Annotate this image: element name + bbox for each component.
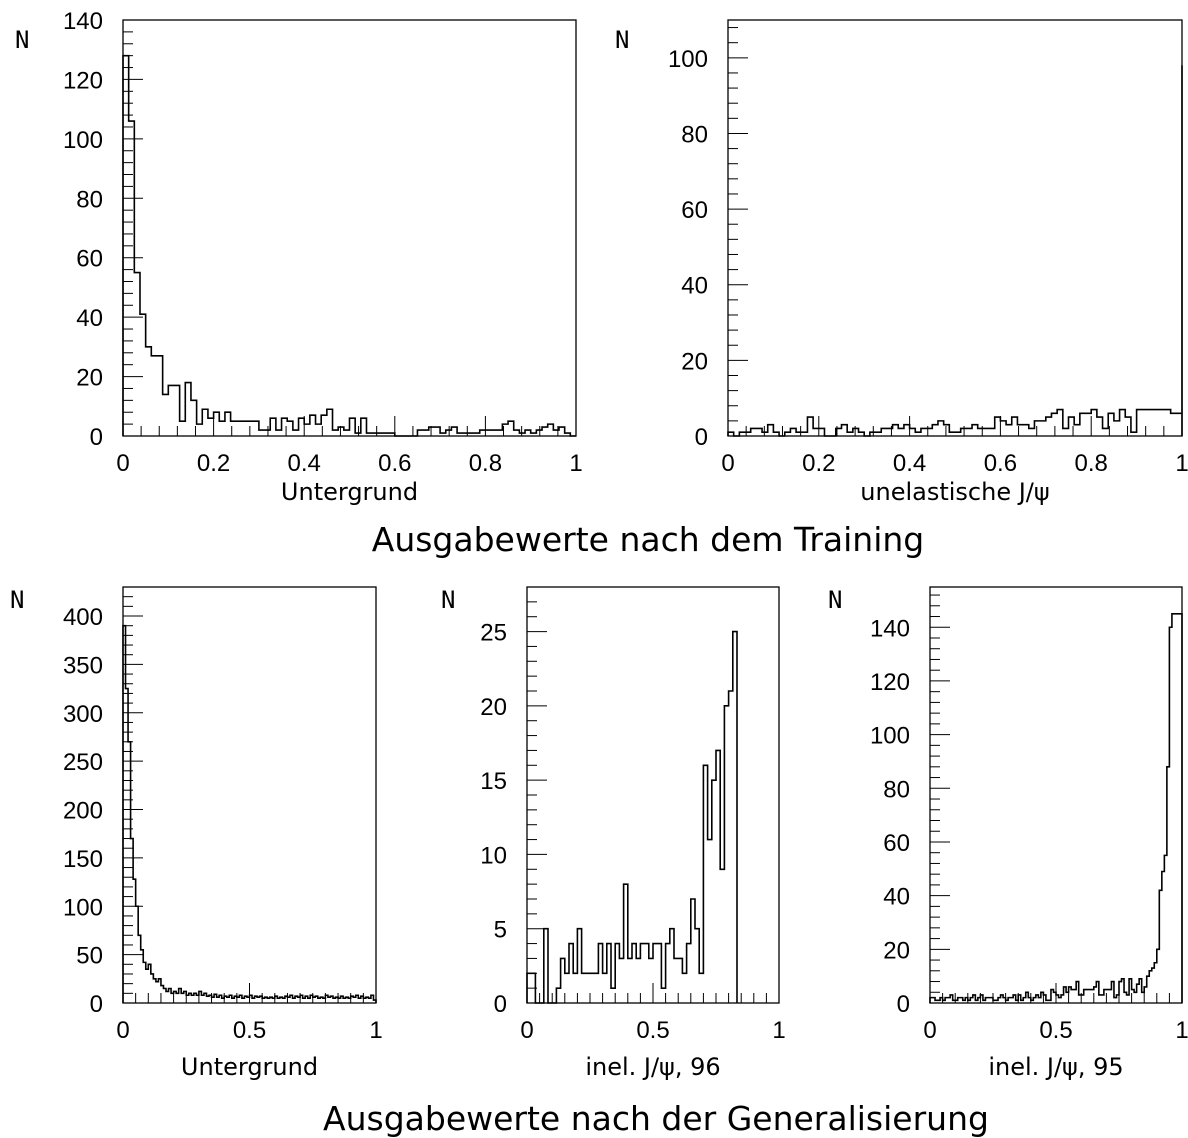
x-tick-label: 0.8 [469,450,502,477]
x-axis-label: Untergrund [281,478,418,506]
x-tick-label: 0 [923,1017,936,1044]
y-axis-label: N [615,26,629,54]
plot-frame [122,586,377,1004]
plot-frame [727,19,1183,437]
x-tick-label: 1 [569,450,582,477]
x-tick-label: 0 [116,450,129,477]
y-tick-label: 100 [63,127,103,154]
y-tick-label: 20 [76,365,103,392]
y-tick-label: 150 [63,846,103,873]
y-tick-label: 0 [90,424,103,451]
x-tick-label: 0.5 [233,1017,266,1044]
histogram-line [122,54,576,437]
y-axis-label: N [15,26,29,54]
y-tick-label: 15 [480,768,507,795]
x-tick-label: 0.5 [636,1017,669,1044]
y-tick-label: 0 [494,991,507,1018]
y-tick-label: 80 [76,186,103,213]
histogram-line [727,65,1183,437]
y-tick-label: 60 [883,830,910,857]
y-tick-label: 100 [63,894,103,921]
panel-1: 0 20 40 60 80 100 120 140 0 0.2 0.4 0.6 0.8 1 N Untergr… [15,8,583,506]
x-tick-label: 0.2 [802,450,835,477]
y-tick-label: 120 [870,669,910,696]
panel-3: 0 50 100 150 200 250 300 350 400 0 0.5 1 N Untergrund [10,586,383,1081]
y-tick-label: 140 [870,615,910,642]
x-tick-label: 1 [369,1017,382,1044]
y-tick-label: 60 [681,197,708,224]
y-tick-label: 20 [883,937,910,964]
y-tick-label: 60 [76,246,103,273]
x-tick-label: 0.4 [893,450,926,477]
x-tick-label: 1 [1175,1017,1188,1044]
y-tick-label: 50 [76,943,103,970]
y-axis-label: N [441,586,455,614]
plot-frame [526,586,780,1004]
y-tick-label: 400 [63,604,103,631]
x-tick-label: 1 [772,1017,785,1044]
x-tick-label: 0 [116,1017,129,1044]
histogram-line [929,613,1183,1003]
y-tick-label: 40 [681,273,708,300]
plot-frame [122,19,577,437]
x-tick-label: 0.4 [288,450,321,477]
x-axis-label: unelastische J/ψ [860,478,1049,506]
y-tick-label: 40 [76,305,103,332]
y-tick-label: 20 [480,694,507,721]
y-tick-label: 5 [494,917,507,944]
y-tick-label: 100 [870,723,910,750]
y-tick-label: 80 [883,776,910,803]
histogram-line [122,624,377,1003]
plot-frame [929,586,1183,1004]
x-tick-label: 0 [520,1017,533,1044]
y-tick-label: 40 [883,884,910,911]
x-tick-label: 0.6 [984,450,1017,477]
y-tick-label: 120 [63,67,103,94]
x-tick-label: 0 [721,450,734,477]
x-tick-label: 0.5 [1039,1017,1072,1044]
y-axis-label: N [828,586,842,614]
caption-top: Ausgabewerte nach dem Training [372,520,924,559]
x-tick-label: 0.2 [197,450,230,477]
y-tick-label: 140 [63,8,103,35]
y-tick-label: 25 [480,620,507,647]
x-tick-label: 1 [1175,450,1188,477]
y-tick-label: 0 [897,991,910,1018]
histogram-line [526,630,738,1004]
y-tick-label: 10 [480,842,507,869]
y-tick-label: 80 [681,121,708,148]
x-tick-label: 0.6 [378,450,411,477]
y-tick-label: 0 [695,424,708,451]
x-axis-label: inel. J/ψ, 96 [585,1053,720,1081]
y-tick-label: 200 [63,798,103,825]
x-axis-label: Untergrund [181,1053,318,1081]
y-tick-label: 100 [668,46,708,73]
x-tick-label: 0.8 [1075,450,1108,477]
x-axis-label: inel. J/ψ, 95 [988,1053,1123,1081]
y-tick-label: 300 [63,701,103,728]
y-tick-label: 250 [63,749,103,776]
y-tick-label: 350 [63,652,103,679]
panel-2: 0 20 40 60 80 100 0 0.2 0.4 0.6 0.8 1 Nunelastische … [615,19,1188,506]
caption-bottom: Ausgabewerte nach der Generalisierung [323,1099,989,1138]
y-tick-label: 0 [90,991,103,1018]
y-axis-label: N [10,586,24,614]
y-tick-label: 20 [681,348,708,375]
